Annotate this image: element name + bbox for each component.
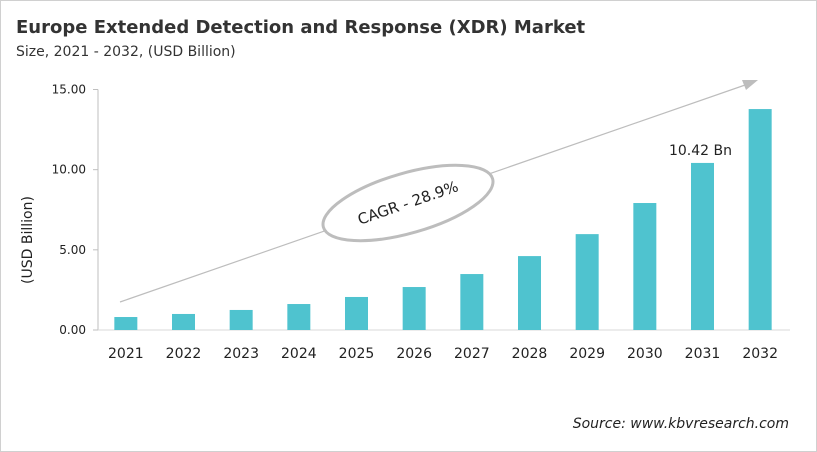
x-tick-label: 2021	[108, 346, 144, 362]
bar-2021	[114, 317, 138, 330]
chart-title: Europe Extended Detection and Response (…	[16, 17, 586, 38]
bar-2022	[172, 313, 195, 330]
y-axis-label: (USD Billion)	[20, 196, 36, 284]
x-tick-label: 2032	[742, 346, 778, 362]
bar-2026	[402, 287, 426, 330]
x-tick-label: 2028	[512, 346, 548, 362]
bar-2025	[345, 296, 368, 330]
x-tick-label: 2022	[166, 346, 202, 362]
x-tick-label: 2025	[339, 346, 375, 362]
x-tick-label: 2031	[685, 346, 721, 362]
bar-2032	[748, 109, 772, 330]
bar-2023	[229, 309, 253, 330]
bar-2029	[575, 234, 599, 330]
data-label: 10.42 Bn	[669, 143, 732, 159]
bar-2028	[518, 256, 541, 330]
bar-2031	[691, 162, 714, 330]
x-tick-label: 2026	[396, 346, 432, 362]
y-tick-label: 5.00	[59, 243, 86, 257]
x-tick-label: 2023	[223, 346, 259, 362]
cagr-ellipse	[321, 163, 495, 243]
y-tick-label: 15.00	[52, 83, 86, 97]
bar-2024	[287, 304, 311, 330]
chart-subtitle: Size, 2021 - 2032, (USD Billion)	[16, 44, 236, 60]
x-tick-label: 2029	[569, 346, 605, 362]
y-tick-label: 0.00	[59, 323, 86, 337]
bar-2030	[633, 203, 657, 330]
x-tick-label: 2024	[281, 346, 317, 362]
source-note: Source: www.kbvresearch.com	[572, 416, 789, 432]
x-tick-label: 2027	[454, 346, 490, 362]
x-tick-label: 2030	[627, 346, 663, 362]
y-tick-label: 10.00	[52, 163, 86, 177]
bar-2027	[460, 274, 484, 330]
trend-arrowhead	[742, 80, 758, 90]
